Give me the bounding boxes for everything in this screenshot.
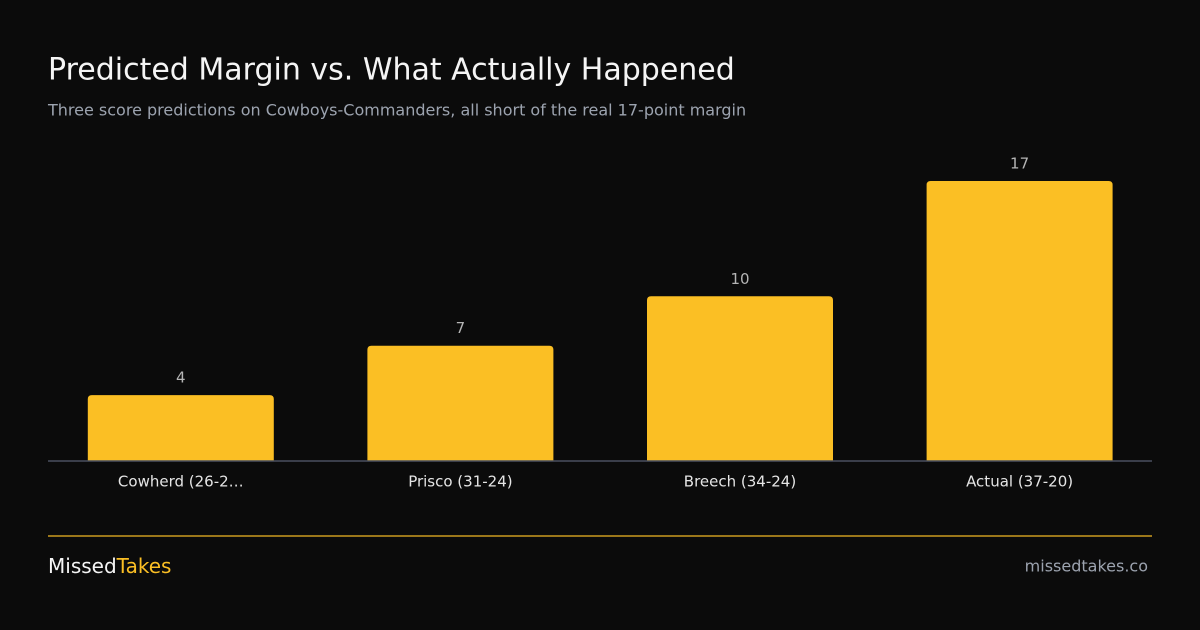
chart-title: Predicted Margin vs. What Actually Happe…	[48, 53, 735, 88]
x-tick-label: Prisco (31-24)	[408, 473, 512, 491]
brand-first: Missed	[48, 554, 117, 578]
brand-second: Takes	[116, 554, 172, 578]
value-label: 7	[456, 319, 466, 337]
bar	[87, 395, 274, 461]
x-tick-label: Cowherd (26-2…	[118, 473, 244, 491]
site-url: missedtakes.co	[1025, 557, 1148, 576]
bar	[367, 345, 554, 461]
brand: MissedTakes	[48, 554, 171, 578]
value-label: 4	[176, 369, 186, 387]
x-tick-label: Breech (34-24)	[684, 473, 796, 491]
value-label: 10	[730, 270, 749, 288]
chart-subtitle: Three score predictions on Cowboys-Comma…	[47, 101, 746, 120]
bar	[647, 296, 833, 461]
value-label: 17	[1010, 155, 1029, 173]
bar	[926, 181, 1113, 461]
x-tick-label: Actual (37-20)	[966, 473, 1073, 491]
